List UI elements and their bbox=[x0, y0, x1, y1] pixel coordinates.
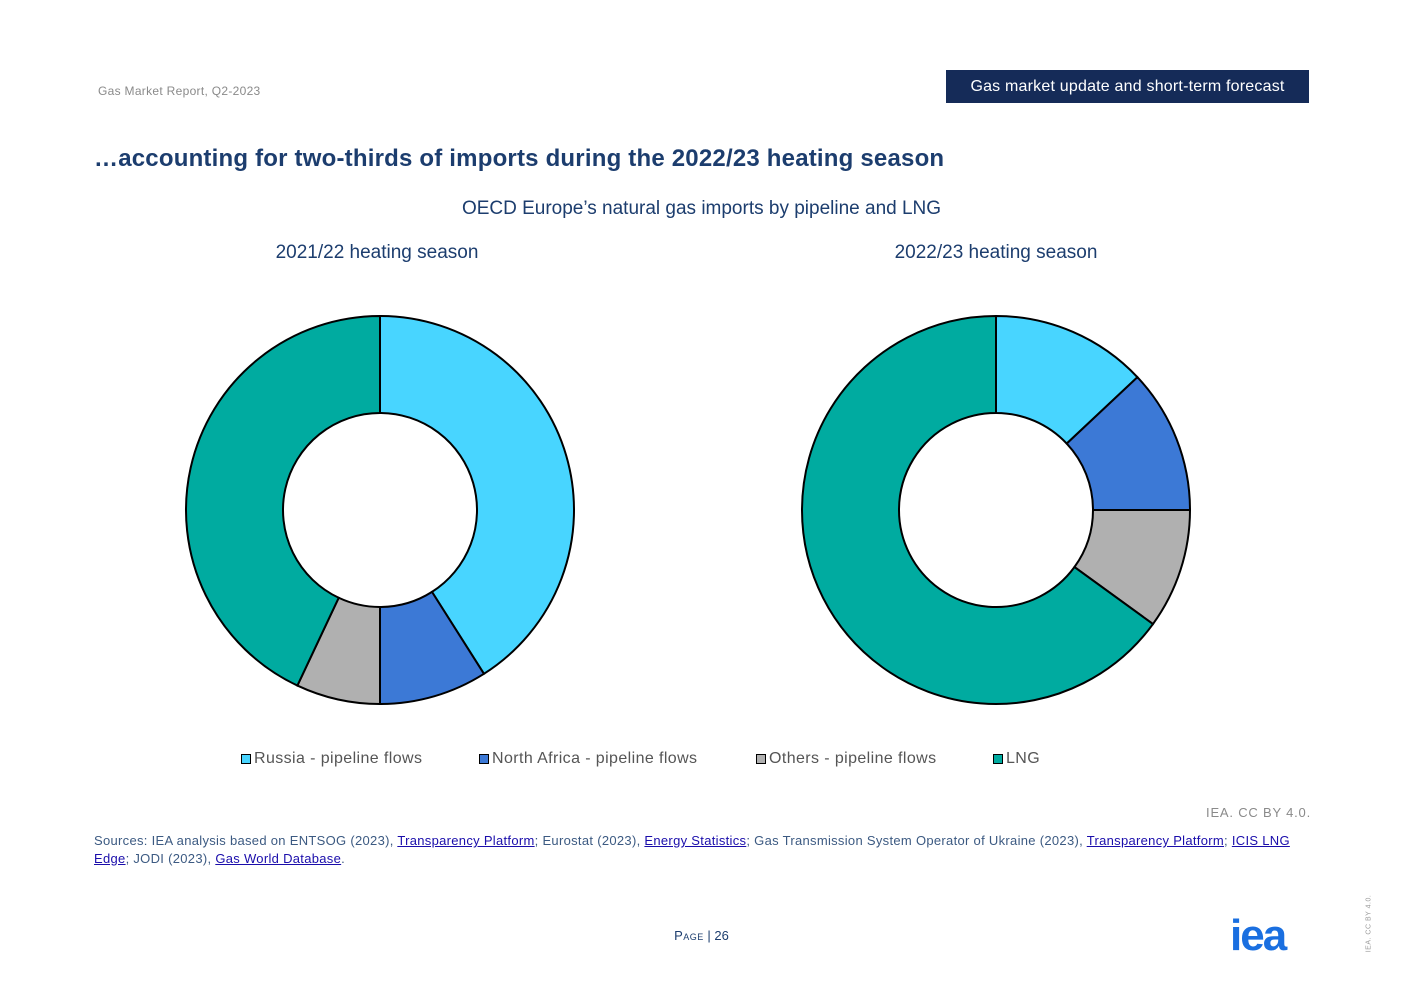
slide-title: …accounting for two-thirds of imports du… bbox=[94, 145, 945, 172]
sources-text-6: . bbox=[341, 851, 346, 866]
donut-slice-2022-23-lng bbox=[801, 314, 1155, 705]
sources-text-3: ; Gas Transmission System Operator of Uk… bbox=[746, 833, 1087, 848]
legend-item-others: Others - pipeline flows bbox=[756, 750, 937, 768]
link-jodi-gas-world-database[interactable]: Gas World Database bbox=[215, 851, 342, 866]
donut-chart-2022-23 bbox=[801, 314, 1192, 705]
link-icis-lng-edge[interactable]: ICIS LNG Edge bbox=[94, 833, 1290, 866]
svg-text:iea: iea bbox=[1230, 918, 1288, 954]
page-word: Page bbox=[674, 928, 704, 943]
link-entsog-transparency-platform[interactable]: Transparency Platform bbox=[397, 833, 535, 848]
legend-swatch-russia bbox=[241, 754, 251, 764]
chart-subtitle-2021-22: 2021/22 heating season bbox=[275, 242, 479, 263]
sources-text-1: Sources: IEA analysis based on ENTSOG (2… bbox=[94, 833, 398, 848]
section-banner: Gas market update and short-term forecas… bbox=[946, 70, 1309, 103]
page-number: Page | 26 bbox=[0, 928, 1403, 943]
legend-swatch-others bbox=[756, 754, 766, 764]
sources-text-2: ; Eurostat (2023), bbox=[534, 833, 645, 848]
page-number-value: | 26 bbox=[707, 928, 729, 943]
legend-label-lng: LNG bbox=[1006, 750, 1041, 767]
license-credit: IEA. CC BY 4.0. bbox=[1206, 805, 1311, 820]
link-ukraine-transparency-platform[interactable]: Transparency Platform bbox=[1086, 833, 1225, 848]
legend-swatch-lng bbox=[993, 754, 1003, 764]
legend-label-russia: Russia - pipeline flows bbox=[254, 750, 423, 767]
donut-slice-2021-22-lng bbox=[185, 314, 381, 687]
vertical-license-note: IEA. CC BY 4.0. bbox=[1365, 894, 1373, 953]
chart-subtitle-2022-23: 2022/23 heating season bbox=[894, 242, 1098, 263]
legend-label-others: Others - pipeline flows bbox=[769, 750, 937, 767]
link-eurostat-energy-statistics[interactable]: Energy Statistics bbox=[644, 833, 747, 848]
chart-title: OECD Europe’s natural gas imports by pip… bbox=[461, 198, 942, 219]
sources-text-4: ; bbox=[1224, 833, 1232, 848]
legend-item-russia: Russia - pipeline flows bbox=[241, 750, 422, 768]
legend-label-north-africa: North Africa - pipeline flows bbox=[492, 750, 698, 767]
donut-chart-2021-22 bbox=[185, 314, 575, 706]
legend-item-lng: LNG bbox=[993, 750, 1040, 768]
report-name: Gas Market Report, Q2-2023 bbox=[98, 84, 261, 98]
donut-slice-2021-22-russia bbox=[379, 314, 575, 676]
iea-logo: iea bbox=[1230, 918, 1290, 954]
sources-note: Sources: IEA analysis based on ENTSOG (2… bbox=[94, 832, 1309, 868]
legend-swatch-north-africa bbox=[479, 754, 489, 764]
legend-item-north-africa: North Africa - pipeline flows bbox=[479, 750, 697, 768]
sources-text-5: ; JODI (2023), bbox=[125, 851, 216, 866]
